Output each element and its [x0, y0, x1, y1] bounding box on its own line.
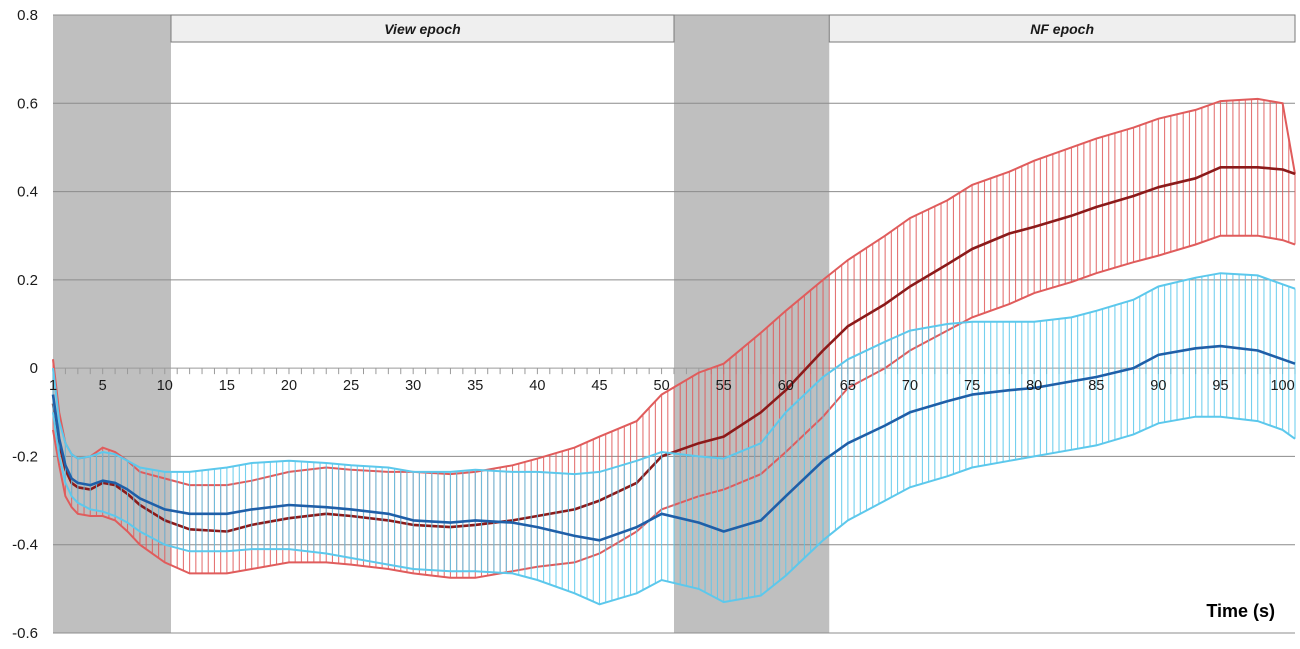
- y-tick-label: -0.6: [12, 625, 38, 642]
- epoch-bar: [170, 14, 675, 43]
- x-tick-label: 85: [1088, 378, 1104, 394]
- x-tick-label: 95: [1212, 378, 1228, 394]
- x-tick-label: 100: [1270, 378, 1294, 394]
- rest-period-1: [53, 15, 171, 633]
- y-tick-label: 0.4: [17, 184, 38, 201]
- x-tick-label: 10: [157, 378, 173, 394]
- x-tick-label: 1: [49, 378, 57, 394]
- x-tick-label: 5: [99, 378, 107, 394]
- x-tick-labels: 1 5 10 15 20 25 30 35 40 45 50 55 60 65 70 75 80 85 90 95 10…: [49, 378, 1295, 394]
- x-tick-label: 75: [964, 378, 980, 394]
- x-tick-label: 65: [840, 378, 856, 394]
- x-tick-label: 70: [902, 378, 918, 394]
- x-tick-label: 30: [405, 378, 421, 394]
- series-group: [51, 97, 1296, 606]
- x-tick-label: 35: [467, 378, 483, 394]
- epoch-bars: View epoch NF epoch: [170, 14, 1296, 43]
- x-tick-label: 50: [654, 378, 670, 394]
- epoch-2: NF epoch: [828, 14, 1296, 43]
- y-tick-labels: 0.8 0.6 0.4 0.2 0 -0.2 -0.4 -0.6: [12, 7, 38, 642]
- x-tick-label: 20: [281, 378, 297, 394]
- x-axis-label: Time (s): [1206, 601, 1275, 621]
- y-tick-label: 0: [30, 360, 38, 377]
- rest-period-2: [674, 15, 830, 633]
- x-tick-label: 55: [716, 378, 732, 394]
- band-lower: [52, 412, 1296, 606]
- x-tick-label: 25: [343, 378, 359, 394]
- y-tick-label: 0.2: [17, 272, 38, 289]
- x-tick-label: 40: [529, 378, 545, 394]
- epoch-1: View epoch: [170, 14, 675, 43]
- x-tick-label: 90: [1150, 378, 1166, 394]
- y-tick-label: 0.6: [17, 95, 38, 112]
- rest-period-shading: [53, 15, 830, 633]
- y-tick-label: -0.2: [12, 448, 38, 465]
- band-upper: [52, 272, 1296, 476]
- x-tick-label: 45: [591, 378, 607, 394]
- y-tick-label: -0.4: [12, 537, 38, 554]
- x-tick-label: 60: [778, 378, 794, 394]
- series-2: [51, 272, 1296, 606]
- x-tick-label: 15: [219, 378, 235, 394]
- epoch-label: View epoch: [384, 21, 461, 37]
- mean-line: [51, 344, 1296, 542]
- x-tick-label: 80: [1026, 378, 1042, 394]
- y-tick-label: 0.8: [17, 7, 38, 24]
- epoch-label: NF epoch: [1030, 21, 1094, 37]
- epoch-bar: [828, 14, 1296, 43]
